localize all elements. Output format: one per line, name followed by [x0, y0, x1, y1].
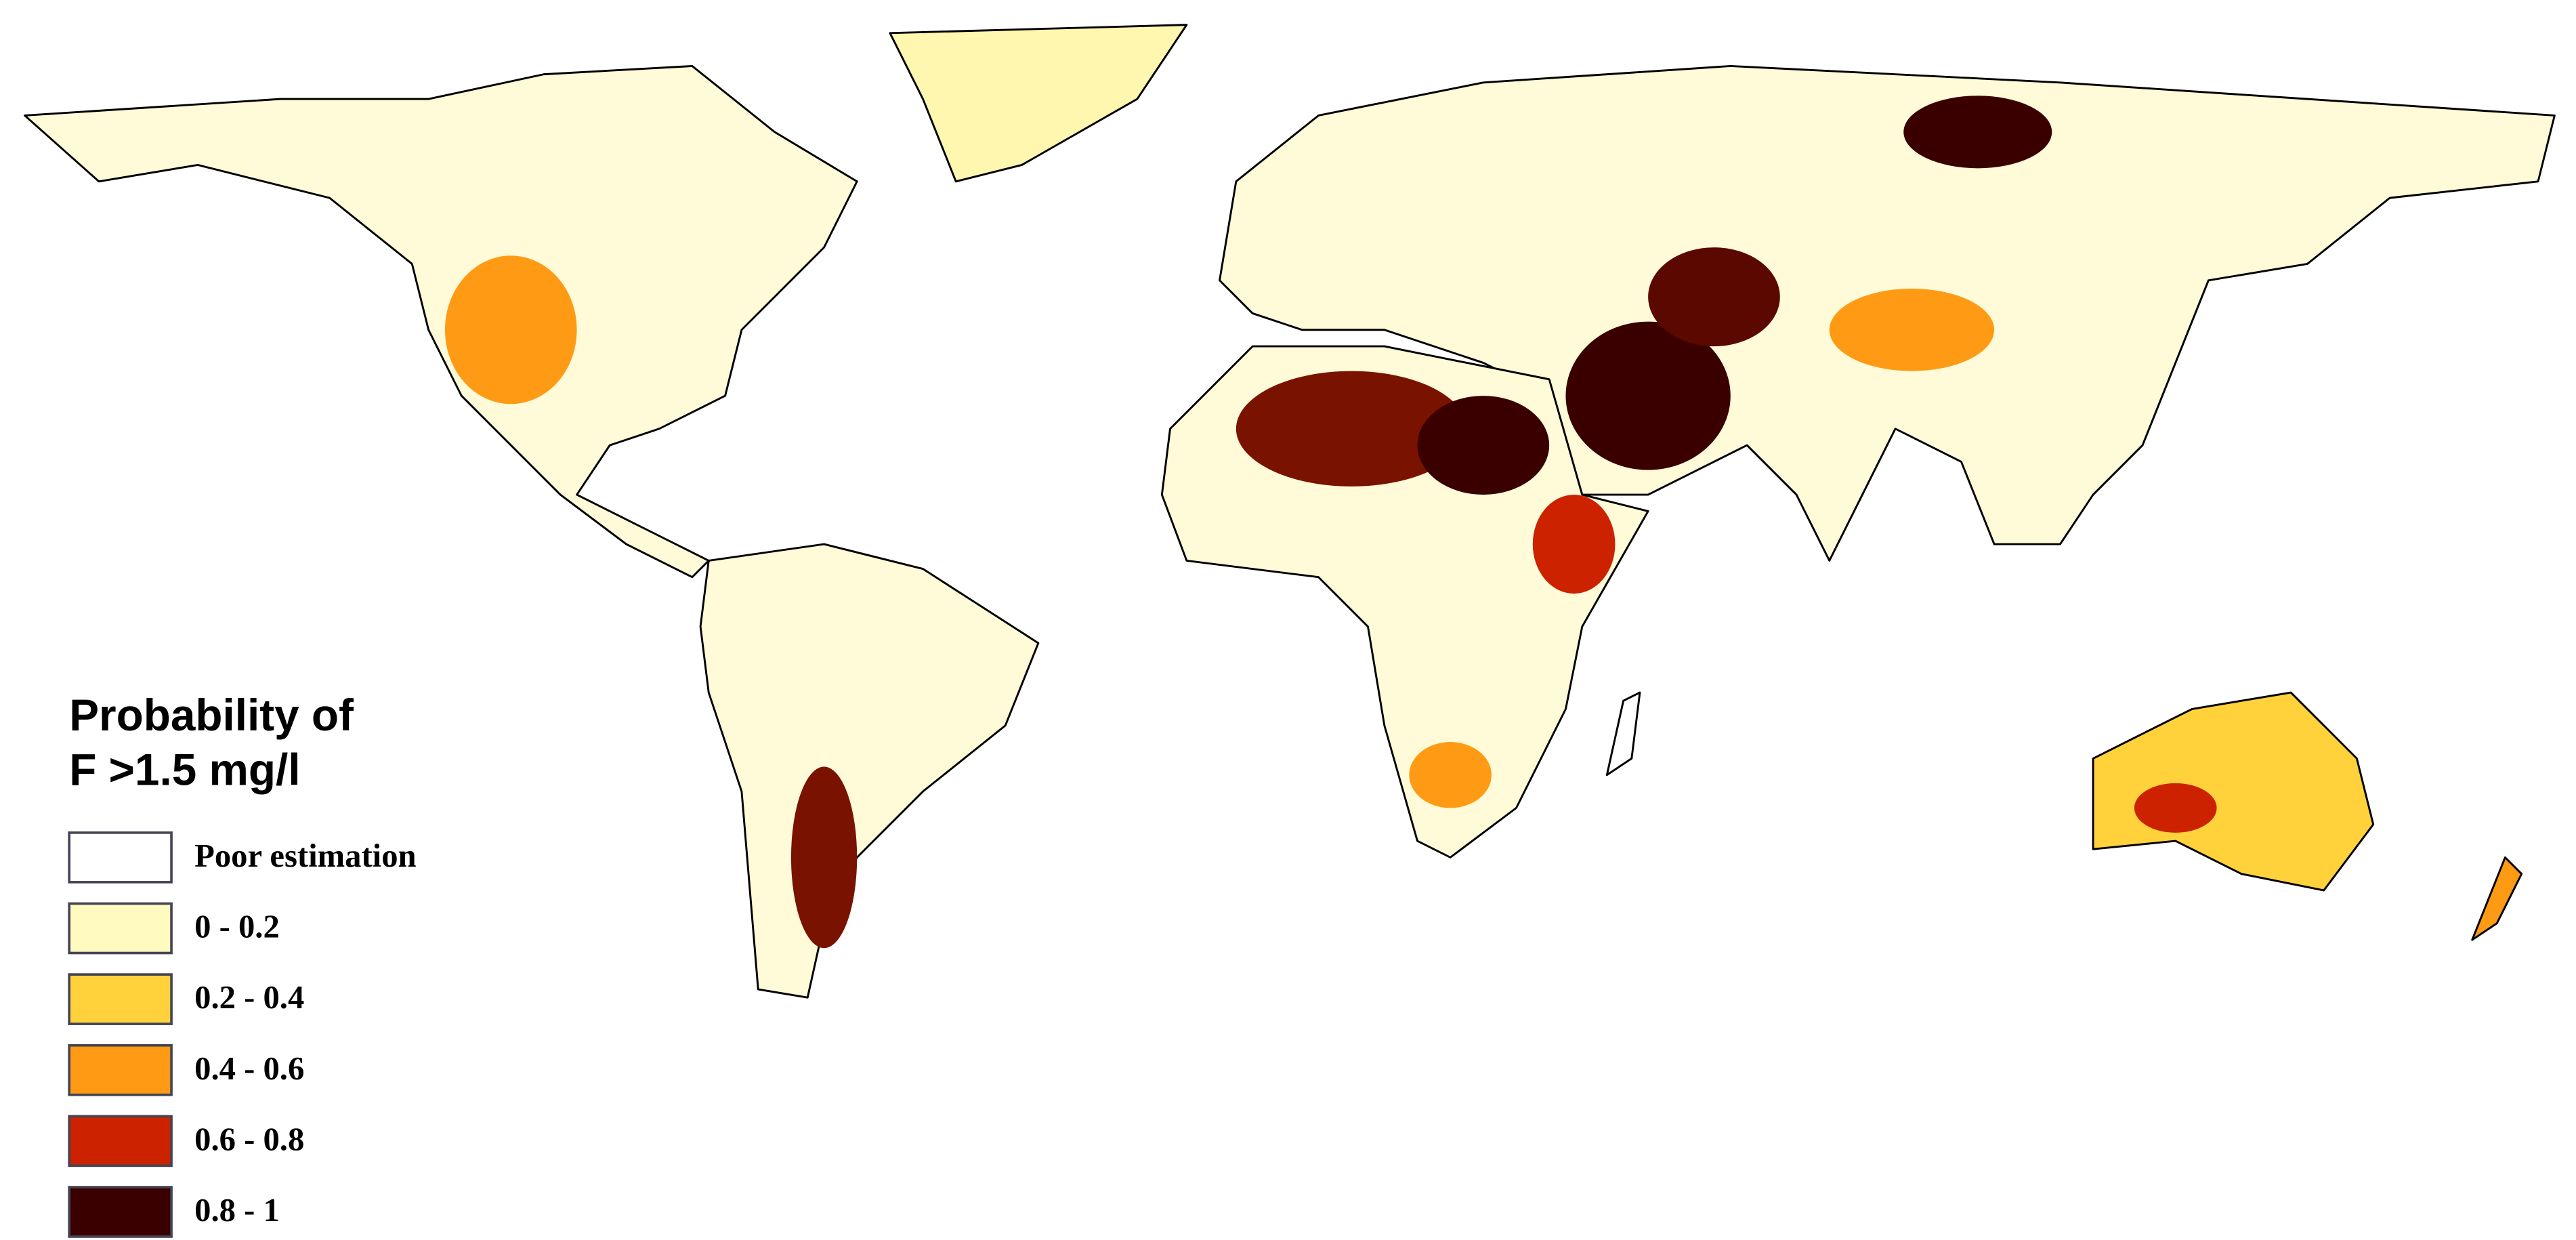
legend-label: 0.4 - 0.6: [194, 1050, 304, 1087]
sahara-hotspot: [1236, 371, 1467, 487]
iran-hotspot: [1648, 247, 1780, 347]
legend-label: 0 - 0.2: [194, 909, 280, 945]
legend-swatch: [68, 1186, 173, 1238]
legend-label: Poor estimation: [194, 838, 416, 874]
legend-swatch: [68, 902, 173, 955]
legend-swatch: [68, 831, 173, 884]
legend-label: 0.6 - 0.8: [194, 1121, 304, 1157]
legend-title: Probability of: [69, 690, 354, 740]
legend-swatch: [68, 1043, 173, 1096]
hotspots: [444, 96, 2217, 949]
sahara-hotspot: [1417, 396, 1550, 495]
legend-label: 0.2 - 0.4: [194, 979, 304, 1016]
us-hotspot: [444, 255, 577, 405]
horn-hotspot: [1532, 495, 1616, 594]
siberia-hotspot: [1903, 96, 2052, 169]
legend-label: 0.8 - 1: [194, 1192, 280, 1228]
legend-swatch: [68, 973, 173, 1025]
new-zealand: [2471, 856, 2523, 941]
argentina-hotspot: [790, 766, 858, 949]
south-america: [699, 543, 1040, 999]
madagascar: [1605, 691, 1641, 777]
china-hotspot: [1829, 288, 1995, 371]
greenland: [889, 24, 1188, 183]
australia-hotspot: [2134, 783, 2217, 833]
north-america: [24, 65, 858, 579]
legend-title: F >1.5 mg/l: [69, 745, 300, 794]
legend: Probability of F >1.5 mg/l Poor estimati…: [68, 690, 417, 1238]
legend-swatch: [68, 1115, 173, 1167]
australia: [2092, 691, 2375, 892]
namibia-hotspot: [1409, 742, 1492, 808]
arabia-hotspot: [1565, 321, 1731, 470]
